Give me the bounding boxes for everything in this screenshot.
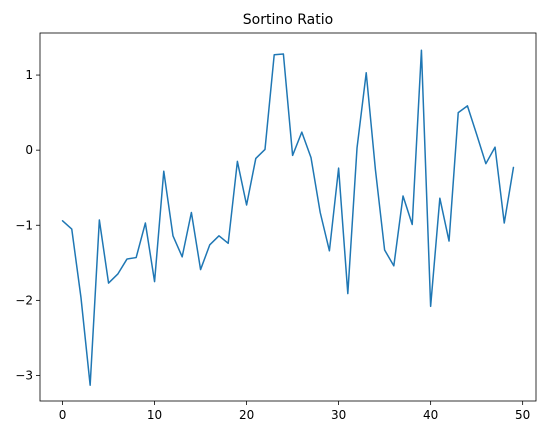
x-tick-label: 40 — [423, 408, 438, 422]
axes-frame — [39, 32, 537, 402]
x-axis-ticks: 0 10 20 30 40 50 — [59, 401, 530, 422]
x-tick-label: 50 — [515, 408, 530, 422]
series-line — [61, 49, 515, 386]
y-tick-label: −3 — [15, 368, 33, 382]
y-tick-label: 1 — [25, 68, 33, 82]
x-tick-label: 10 — [147, 408, 162, 422]
y-tick-label: −1 — [15, 218, 33, 232]
plot-area — [61, 49, 515, 386]
y-tick-label: −2 — [15, 293, 33, 307]
x-tick-label: 0 — [59, 408, 67, 422]
y-axis-ticks: −3 −2 −1 0 1 — [15, 68, 40, 382]
x-tick-label: 20 — [239, 408, 254, 422]
x-tick-label: 30 — [331, 408, 346, 422]
chart-title: Sortino Ratio — [243, 12, 333, 28]
y-tick-label: 0 — [25, 143, 33, 157]
